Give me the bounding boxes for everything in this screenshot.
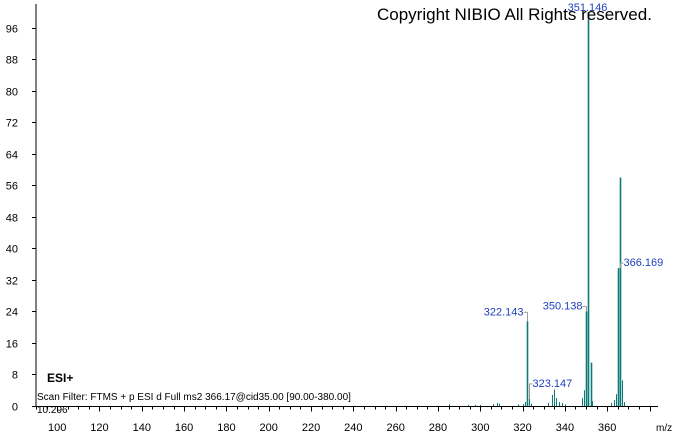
peak-label: 350.138 bbox=[543, 300, 583, 312]
x-tick-label: 240 bbox=[344, 422, 362, 434]
peak-label: 323.147 bbox=[533, 378, 573, 390]
x-tick-label: 180 bbox=[217, 422, 235, 434]
spectrum-peaks bbox=[449, 12, 625, 406]
copyright-notice: Copyright NIBIO All Rights reserved. bbox=[377, 5, 652, 24]
y-tick-label: 40 bbox=[6, 244, 18, 256]
y-tick-label: 72 bbox=[6, 118, 18, 130]
peak-label: 351.146 bbox=[568, 2, 608, 14]
y-tick-label: 56 bbox=[6, 181, 18, 193]
y-tick-label: 80 bbox=[6, 87, 18, 99]
y-tick-label: 32 bbox=[6, 276, 18, 288]
peak-labels: 322.143 323.147 350.138 351.146 366.169 bbox=[484, 2, 664, 399]
scan-filter-text: Scan Filter: FTMS + p ESI d Full ms2 366… bbox=[37, 392, 351, 403]
y-tick-label: 88 bbox=[6, 55, 18, 67]
ionization-mode-label: ESI+ bbox=[47, 371, 73, 385]
x-axis-label: m/z bbox=[656, 423, 672, 434]
y-tick-label: 64 bbox=[6, 150, 18, 162]
y-tick-label: 24 bbox=[6, 307, 18, 319]
y-axis: 0 8 16 24 32 40 48 56 64 72 80 88 96 bbox=[6, 4, 37, 414]
x-tick-label: 360 bbox=[598, 422, 616, 434]
x-tick-label: 220 bbox=[302, 422, 320, 434]
y-tick-label: 48 bbox=[6, 213, 18, 225]
x-tick-label: 100 bbox=[48, 422, 66, 434]
x-tick-label: 160 bbox=[175, 422, 193, 434]
x-tick-label: 120 bbox=[90, 422, 108, 434]
x-tick-label: 280 bbox=[429, 422, 447, 434]
peak-label: 322.143 bbox=[484, 306, 524, 318]
x-tick-label: 260 bbox=[386, 422, 404, 434]
peak-label: 366.169 bbox=[624, 257, 664, 269]
x-tick-label: 200 bbox=[260, 422, 278, 434]
y-tick-label: 8 bbox=[12, 370, 18, 382]
x-tick-label: 300 bbox=[471, 422, 489, 434]
x-tick-label: 340 bbox=[556, 422, 574, 434]
x-axis: 100 120 140 160 180 200 220 240 260 280 300 320 340 3… bbox=[36, 406, 658, 434]
y-tick-label: 96 bbox=[6, 24, 18, 36]
y-tick-label: 0 bbox=[12, 402, 18, 414]
y-tick-label: 16 bbox=[6, 339, 18, 351]
x-tick-label: 140 bbox=[133, 422, 151, 434]
x-tick-label: 320 bbox=[513, 422, 531, 434]
retention-time-text: 10.296 bbox=[37, 405, 68, 416]
